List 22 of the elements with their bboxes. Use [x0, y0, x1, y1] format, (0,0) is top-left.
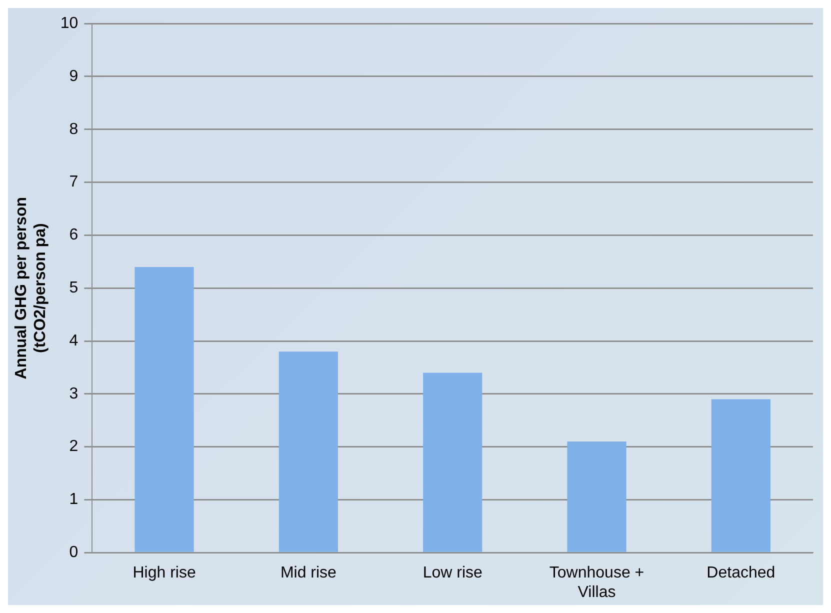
- x-tick-label: Low rise: [422, 564, 482, 582]
- bar: [423, 372, 482, 552]
- y-tick-label: 1: [69, 491, 78, 508]
- y-tick-label: 8: [69, 120, 78, 138]
- y-tick-label: 9: [69, 68, 78, 85]
- x-tick-label: High rise: [132, 564, 196, 582]
- bar: [567, 442, 626, 552]
- y-tick-label: 6: [69, 226, 78, 244]
- y-tick-label: 5: [69, 280, 78, 297]
- bar: [134, 266, 194, 552]
- x-tick-label: Townhouse + Villas: [549, 564, 644, 601]
- bar: [711, 399, 770, 552]
- y-tick-label: 4: [69, 332, 78, 350]
- y-tick-label: 3: [69, 385, 78, 402]
- y-tick-label: 10: [60, 15, 78, 32]
- y-axis-title: Annual GHG per person (tCO2/person pa): [13, 196, 50, 380]
- bar: [278, 352, 338, 552]
- x-tick-label: Mid rise: [280, 564, 337, 582]
- x-tick-label: Detached: [706, 564, 776, 582]
- y-tick-label: 7: [69, 174, 78, 191]
- y-tick-label: 0: [69, 544, 78, 562]
- y-tick-label: 2: [69, 438, 78, 456]
